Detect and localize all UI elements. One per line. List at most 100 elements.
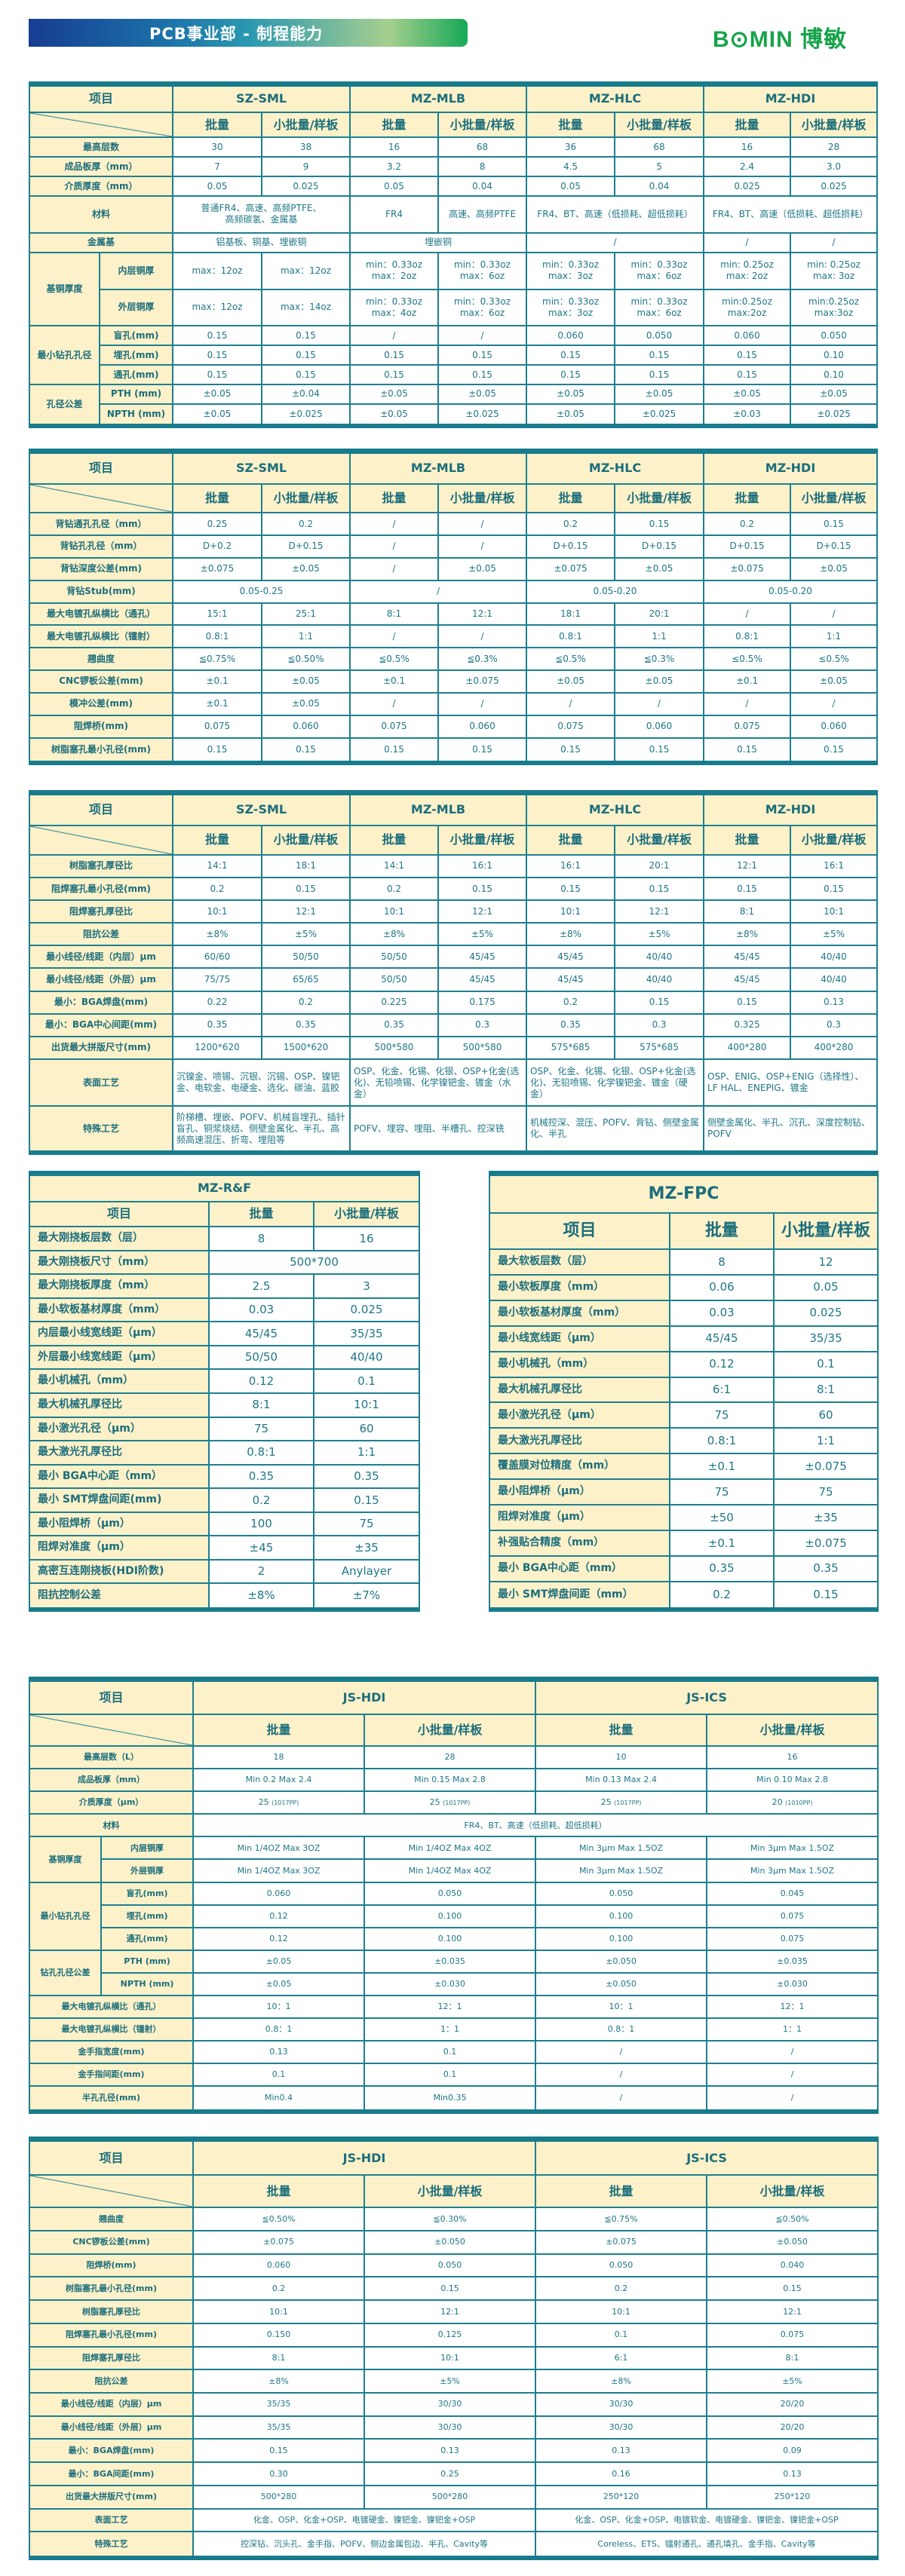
row-label: 最小 BGA中心距（mm） bbox=[489, 1554, 670, 1582]
table-cell: 45/45 bbox=[437, 967, 528, 992]
table-cell: 0.225 bbox=[349, 990, 440, 1015]
table-cell: 0.075 bbox=[706, 1904, 879, 1928]
spec-table: 项目 JS-HDI JS-ICS 批量 小批量/样板 批量 小批量/样板 翘曲度 ≦0.50% ≦… bbox=[28, 2136, 879, 2560]
column-header: 小批量/样板 bbox=[261, 482, 351, 514]
row-label: 阻焊塞孔厚径比 bbox=[28, 899, 174, 924]
table-row: 特殊工艺 阶梯槽、埋嵌、POFV、机械盲埋孔、插针盲孔、铜浆烧结、侧壁金属化、半孔… bbox=[28, 1105, 879, 1153]
table-cell: ±0.05 bbox=[192, 1949, 366, 1974]
table-cell: 4.5 bbox=[526, 156, 616, 178]
table-cell: 埋嵌铜 bbox=[349, 231, 528, 253]
table-cell: 45/45 bbox=[208, 1321, 314, 1346]
table-cell: / bbox=[349, 579, 528, 604]
table-cell: min：0.33oz max：3oz bbox=[526, 251, 616, 290]
column-header: 小批量/样板 bbox=[261, 111, 351, 139]
table-cell: ≦0.3% bbox=[437, 647, 528, 672]
table-cell: 0.15 bbox=[437, 876, 528, 902]
table-cell: 0.15 bbox=[526, 876, 616, 902]
diagonal-corner-cell bbox=[28, 824, 174, 856]
table-cell: 控深钻、沉头孔、金手指、POFV、侧边金属包边、半孔、Cavity等 bbox=[192, 2531, 537, 2559]
table-cell: Min0.4 bbox=[192, 2084, 366, 2113]
table-cell: 0.175 bbox=[437, 990, 528, 1015]
table-cell: 机械控深、混压、POFV、背钻、侧壁金属化、半孔 bbox=[526, 1105, 705, 1153]
table-cell: D+0.15 bbox=[261, 534, 351, 559]
table-cell: ±0.05 bbox=[526, 403, 616, 427]
table-row: 最小：BGA间距(mm) 0.30 0.25 0.16 0.13 bbox=[28, 2461, 879, 2486]
table-cell: 2.5 bbox=[208, 1273, 314, 1299]
table-row: 补强贴合精度（mm） ±0.1 ±0.075 bbox=[489, 1529, 879, 1557]
table-cell: OSP、ENIG、OSP+ENIG（选择性）、LF HAL、ENEPIG、镀金 bbox=[703, 1058, 879, 1107]
table-cell: 0.15 bbox=[614, 876, 705, 902]
table-row: 基铜厚度 内层铜厚 Min 1/4OZ Max 3OZ Min 1/4OZ Max 4… bbox=[29, 1836, 879, 1883]
table-cell: 0.060 bbox=[192, 1881, 366, 1906]
table-cell: 0.060 bbox=[437, 714, 528, 739]
table-cell: ±0.075 bbox=[172, 556, 263, 581]
row-label: 最大激光孔厚径比 bbox=[489, 1427, 670, 1455]
table-cell: ±8% bbox=[172, 922, 263, 947]
table-cell: 10:1 bbox=[526, 899, 616, 924]
row-label: 最小 SMT焊盘间距(mm) bbox=[29, 1487, 210, 1513]
table-cell: ±0.04 bbox=[261, 384, 351, 405]
row-label: CNC锣板公差(mm) bbox=[28, 2229, 195, 2255]
table-cell: 6:1 bbox=[535, 2345, 708, 2371]
table-row: 阻焊塞孔厚径比 10:1 12:1 10:1 12:1 10:1 12:1 8:1 10:1 bbox=[28, 899, 879, 924]
table-cell: ±0.05 bbox=[790, 384, 879, 405]
row-label: PTH (mm) bbox=[98, 384, 174, 405]
column-header: 小批量/样板 bbox=[313, 1200, 420, 1228]
table-row: 材料 普通FR4、高速、高频PTFE、 高频碳氢、金属基 FR4 高速、高频PTFE F… bbox=[28, 195, 879, 234]
column-header: 小批量/样板 bbox=[772, 1211, 879, 1250]
column-header-item: 项目 bbox=[28, 2138, 195, 2176]
table-cell: / bbox=[703, 691, 792, 716]
table-cell: D+0.15 bbox=[614, 534, 705, 559]
table-cell: 14:1 bbox=[172, 853, 263, 878]
group-header-row: 项目 SZ-SML MZ-MLB MZ-HLC MZ-HDI bbox=[28, 450, 879, 485]
table-row: 最小线径/线距（外层）μm 75/75 65/65 50/50 45/45 45/45 40… bbox=[28, 967, 879, 992]
row-label: 最小线径/线距（外层）μm bbox=[28, 967, 174, 992]
table-row: 最小：BGA中心间距(mm) 0.35 0.35 0.35 0.3 0.35 0.3 0.32… bbox=[28, 1012, 879, 1037]
table-cell: 1:1 bbox=[772, 1427, 879, 1455]
table-cell: ±8% bbox=[208, 1582, 314, 1610]
table-cell: 60/60 bbox=[172, 945, 263, 969]
table-cell: 0.04 bbox=[437, 176, 528, 198]
table-cell: 0.15 bbox=[790, 876, 879, 902]
table-cell: 15:1 bbox=[172, 602, 263, 626]
table-cell: / bbox=[706, 2039, 879, 2064]
table-row: 介质厚度（μm） 25 (1017PP) 25 (1017PP) 25 (1017PP… bbox=[28, 1790, 879, 1815]
table-row: 最高层数 30 38 16 68 36 68 16 28 bbox=[28, 136, 879, 158]
table-cell: ±8% bbox=[526, 922, 616, 947]
table-cell: ±8% bbox=[703, 922, 792, 947]
table-cell: 8:1 bbox=[772, 1376, 879, 1404]
table-cell: FR4、BT、高速（低损耗、超低损耗） bbox=[526, 195, 705, 234]
table-row: NPTH (mm) ±0.05 ±0.030 ±0.050 ±0.030 bbox=[29, 1971, 879, 1996]
table-cell: 6:1 bbox=[669, 1376, 775, 1404]
table-cell: 沉镍金、喷锡、沉银、沉锡、OSP、镍钯金、电软金、电硬金、选化、碳油、蓝胶 bbox=[172, 1058, 351, 1107]
table-cell: 0.30 bbox=[192, 2461, 366, 2486]
table-cell: 0.35 bbox=[208, 1463, 314, 1490]
table-cell: 0.35 bbox=[772, 1554, 879, 1582]
table-cell: 0.15 bbox=[790, 512, 879, 536]
table-cell: 0.2 bbox=[172, 876, 263, 902]
table-cell: 5 bbox=[614, 156, 705, 178]
column-header-item: 项目 bbox=[489, 1211, 670, 1250]
table-cell: OSP、化金、化锡、化银、OSP+化金(选化)、无铅喷锡、化学镍钯金、镀金（水金… bbox=[349, 1058, 528, 1107]
table-cell: 60 bbox=[772, 1401, 879, 1429]
row-label: 翘曲度 bbox=[28, 2207, 195, 2231]
row-label: 表面工艺 bbox=[28, 1058, 174, 1107]
table-cell: ≦0.75% bbox=[172, 647, 263, 672]
column-header: 批量 bbox=[349, 824, 440, 856]
row-label: 盲孔(mm) bbox=[100, 1881, 195, 1906]
column-header: 小批量/样板 bbox=[706, 1714, 879, 1747]
table-cell: 2 bbox=[208, 1558, 314, 1585]
column-header: 小批量/样板 bbox=[614, 111, 705, 139]
table-cell: 阶梯槽、埋嵌、POFV、机械盲埋孔、插针盲孔、铜浆烧结、侧壁金属化、半孔、高频高… bbox=[172, 1105, 351, 1153]
table-cell: Min0.35 bbox=[364, 2084, 537, 2113]
table-cell: D+0.2 bbox=[172, 534, 263, 559]
table-cell: min：0.33oz max：4oz bbox=[349, 288, 440, 327]
table-cell: 0.075 bbox=[172, 714, 263, 739]
table-row: 最大电镀孔纵横比（镭射） 0.8：1 1：1 0.8：1 1：1 bbox=[28, 2017, 879, 2042]
table-cell: 0.15 bbox=[614, 737, 705, 764]
table-cell: 45/45 bbox=[526, 967, 616, 992]
table-cell: 25 (1017PP) bbox=[535, 1790, 708, 1815]
table-cell: 1500*620 bbox=[261, 1035, 351, 1061]
column-header: 小批量/样板 bbox=[261, 824, 351, 856]
table-row: 成品板厚（mm） Min 0.2 Max 2.4 Min 0.15 Max 2.8 M… bbox=[28, 1768, 879, 1793]
